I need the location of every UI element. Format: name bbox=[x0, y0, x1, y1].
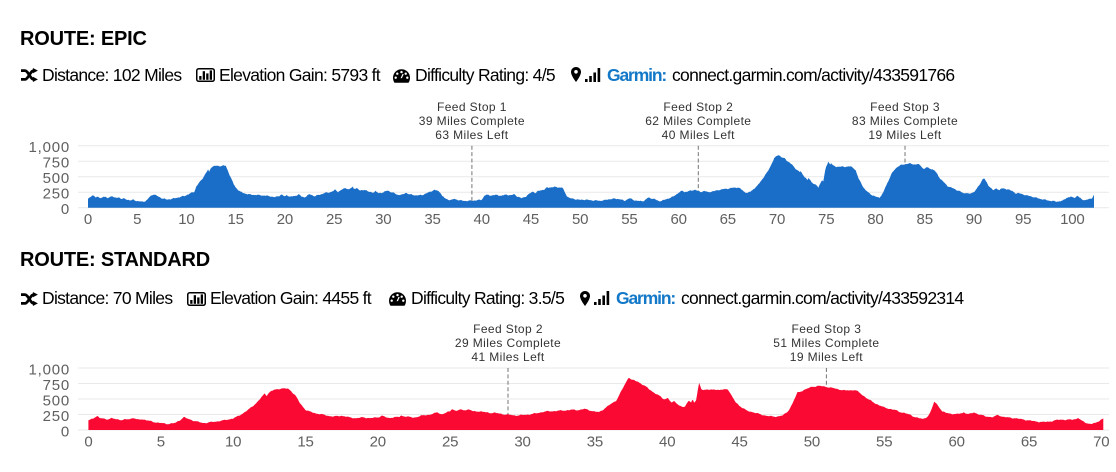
svg-text:60: 60 bbox=[670, 211, 686, 228]
svg-text:750: 750 bbox=[43, 155, 70, 172]
svg-text:30: 30 bbox=[375, 211, 391, 228]
svg-text:55: 55 bbox=[621, 211, 637, 228]
svg-text:500: 500 bbox=[43, 392, 70, 409]
svg-text:1,000: 1,000 bbox=[28, 361, 70, 378]
svg-text:15: 15 bbox=[297, 433, 313, 450]
svg-text:25: 25 bbox=[442, 433, 458, 450]
svg-text:45: 45 bbox=[731, 433, 747, 450]
svg-text:15: 15 bbox=[227, 211, 243, 228]
svg-text:750: 750 bbox=[43, 377, 70, 394]
svg-text:10: 10 bbox=[178, 211, 194, 228]
svg-text:95: 95 bbox=[1015, 211, 1031, 228]
svg-text:250: 250 bbox=[43, 186, 70, 203]
svg-text:45: 45 bbox=[523, 211, 539, 228]
svg-text:0: 0 bbox=[61, 423, 70, 440]
svg-text:70: 70 bbox=[1093, 433, 1109, 450]
svg-text:75: 75 bbox=[818, 211, 834, 228]
svg-text:25: 25 bbox=[326, 211, 342, 228]
svg-text:65: 65 bbox=[1021, 433, 1037, 450]
svg-text:5: 5 bbox=[133, 211, 141, 228]
svg-text:60: 60 bbox=[948, 433, 964, 450]
svg-text:85: 85 bbox=[917, 211, 933, 228]
svg-text:50: 50 bbox=[804, 433, 820, 450]
svg-text:30: 30 bbox=[514, 433, 530, 450]
svg-text:500: 500 bbox=[43, 170, 70, 187]
svg-text:40: 40 bbox=[474, 211, 490, 228]
svg-text:20: 20 bbox=[277, 211, 293, 228]
svg-text:250: 250 bbox=[43, 408, 70, 425]
svg-text:10: 10 bbox=[225, 433, 241, 450]
svg-text:5: 5 bbox=[157, 433, 165, 450]
svg-text:70: 70 bbox=[769, 211, 785, 228]
svg-text:0: 0 bbox=[84, 211, 92, 228]
svg-text:90: 90 bbox=[966, 211, 982, 228]
svg-text:80: 80 bbox=[867, 211, 883, 228]
svg-text:40: 40 bbox=[659, 433, 675, 450]
svg-text:35: 35 bbox=[424, 211, 440, 228]
svg-text:20: 20 bbox=[370, 433, 386, 450]
svg-text:35: 35 bbox=[587, 433, 603, 450]
svg-text:65: 65 bbox=[720, 211, 736, 228]
svg-text:0: 0 bbox=[84, 433, 92, 450]
svg-text:0: 0 bbox=[61, 201, 70, 218]
svg-text:50: 50 bbox=[572, 211, 588, 228]
svg-text:55: 55 bbox=[876, 433, 892, 450]
svg-text:100: 100 bbox=[1060, 211, 1084, 228]
svg-text:1,000: 1,000 bbox=[28, 139, 70, 156]
